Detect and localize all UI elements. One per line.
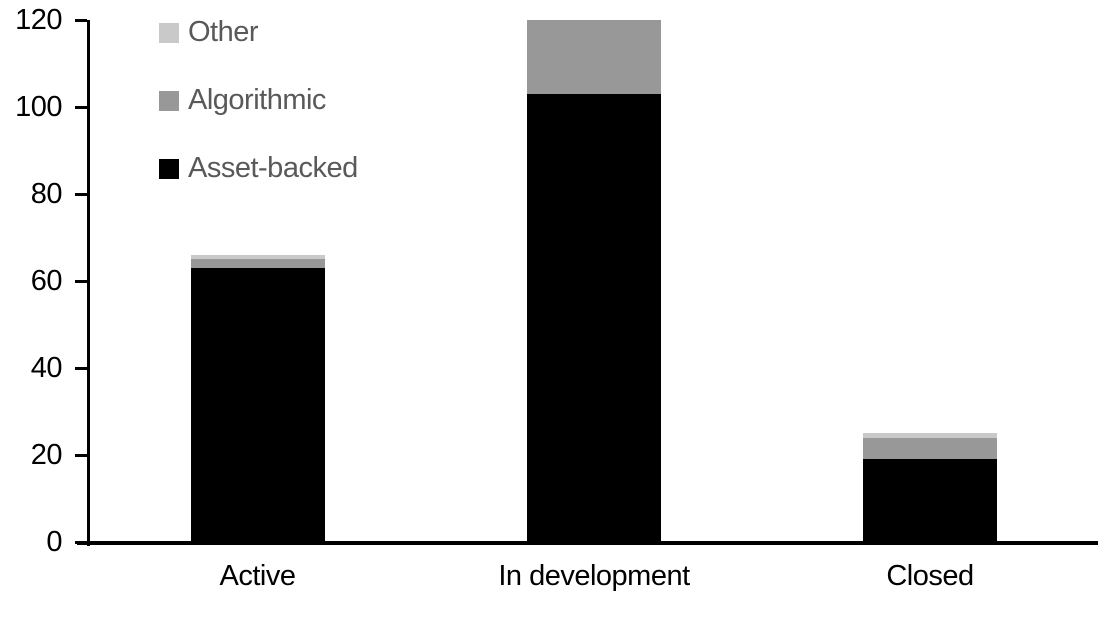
y-axis-tick — [75, 106, 87, 109]
x-axis-label: In development — [498, 560, 690, 592]
bar-segment-other — [863, 433, 997, 438]
bar-segment-asset-backed — [863, 459, 997, 542]
y-axis-tick-label: 120 — [15, 4, 62, 36]
y-axis-tick-label: 40 — [30, 352, 63, 384]
legend-label-algorithmic: Algorithmic — [188, 84, 326, 116]
y-axis-tick-label: 60 — [30, 265, 63, 297]
y-axis-tick — [75, 541, 87, 544]
bar-segment-asset-backed — [527, 93, 661, 542]
y-axis-line — [87, 20, 90, 546]
y-axis-tick-label: 0 — [46, 526, 62, 558]
y-axis-tick — [75, 193, 87, 196]
y-axis-tick-label: 100 — [15, 91, 62, 123]
y-axis-tick-label: 20 — [30, 439, 63, 471]
y-axis-tick — [75, 280, 87, 283]
legend-swatch-algorithmic-icon — [159, 90, 179, 111]
legend: Other Algorithmic Asset-backed — [159, 16, 358, 226]
legend-item-other: Other — [159, 16, 358, 48]
legend-item-algorithmic: Algorithmic — [159, 84, 358, 116]
x-axis-line — [77, 541, 1098, 545]
bar-segment-asset-backed — [190, 267, 325, 542]
y-axis-tick-label: 80 — [30, 178, 63, 210]
legend-label-other: Other — [188, 16, 259, 48]
x-axis-label: Active — [219, 560, 296, 592]
bar-segment-algorithmic — [863, 437, 997, 460]
y-axis-tick — [75, 454, 87, 457]
bar-segment-algorithmic — [527, 20, 661, 94]
legend-item-asset-backed: Asset-backed — [159, 152, 358, 184]
x-axis-label: Closed — [886, 560, 974, 592]
bar-segment-other — [190, 254, 325, 260]
legend-label-asset-backed: Asset-backed — [188, 152, 358, 184]
legend-swatch-other-icon — [159, 22, 179, 43]
bar-segment-algorithmic — [190, 259, 325, 268]
y-axis-tick — [75, 367, 87, 370]
legend-swatch-asset-backed-icon — [159, 158, 179, 179]
y-axis-tick — [75, 19, 87, 22]
